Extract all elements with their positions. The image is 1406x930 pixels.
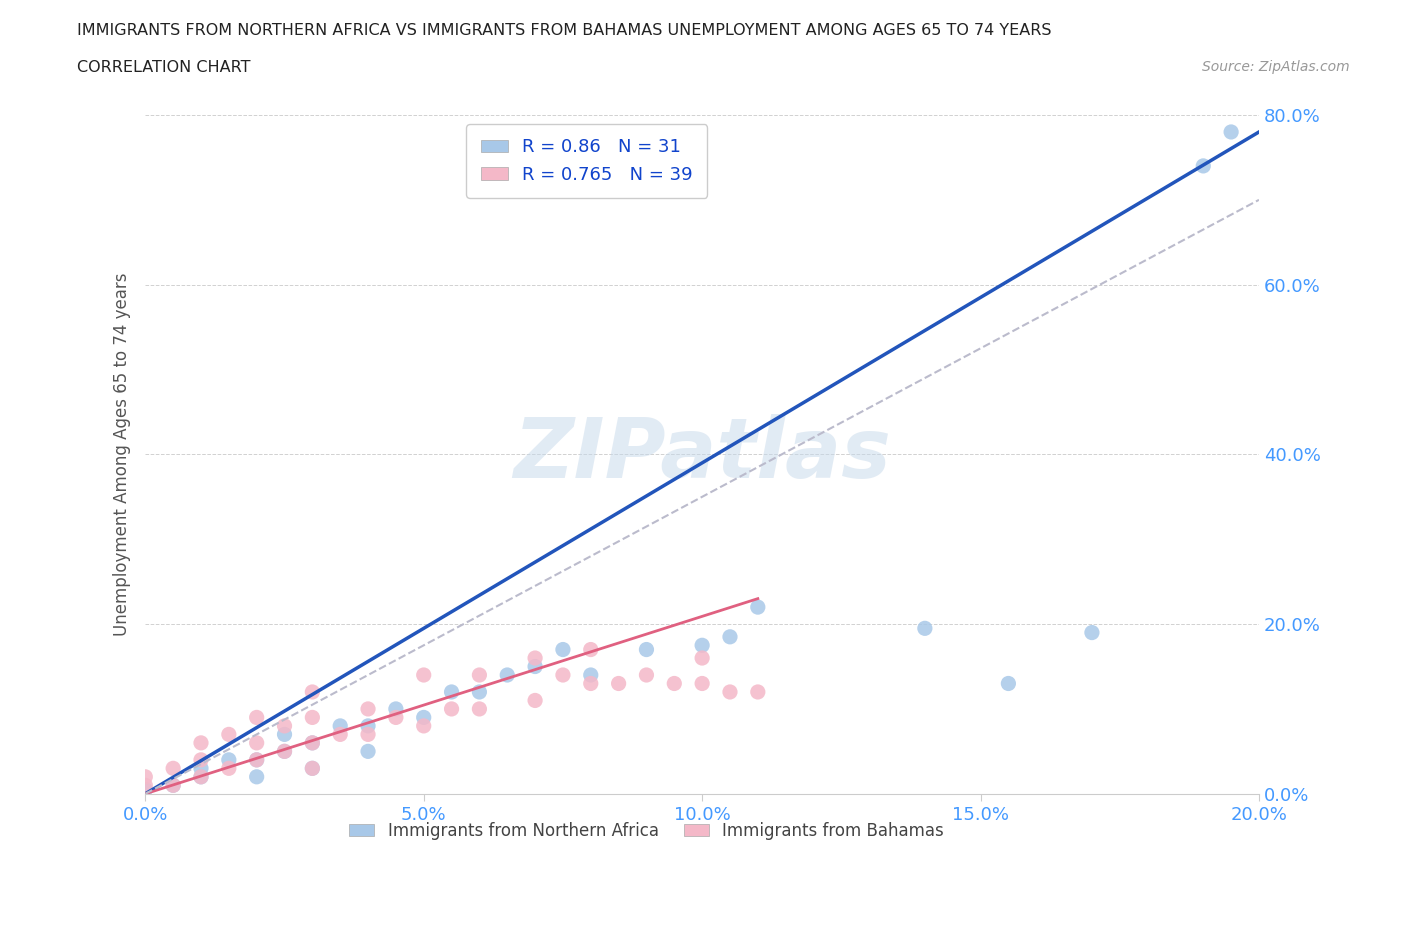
Point	[301, 736, 323, 751]
Point	[301, 684, 323, 699]
Point	[385, 710, 408, 724]
Point	[385, 701, 408, 716]
Point	[636, 668, 658, 683]
Point	[1220, 125, 1243, 140]
Point	[162, 777, 184, 792]
Point	[440, 701, 463, 716]
Point	[246, 736, 269, 751]
Point	[579, 676, 602, 691]
Point	[301, 761, 323, 776]
Point	[1081, 625, 1104, 640]
Point	[246, 769, 269, 784]
Point	[301, 761, 323, 776]
Point	[636, 642, 658, 657]
Point	[246, 752, 269, 767]
Point	[551, 642, 574, 657]
Legend: Immigrants from Northern Africa, Immigrants from Bahamas: Immigrants from Northern Africa, Immigra…	[343, 816, 950, 846]
Point	[524, 693, 547, 708]
Point	[357, 719, 380, 734]
Point	[218, 752, 240, 767]
Point	[357, 744, 380, 759]
Point	[301, 710, 323, 724]
Point	[162, 777, 184, 792]
Point	[747, 684, 769, 699]
Point	[579, 642, 602, 657]
Point	[357, 727, 380, 742]
Text: ZIPatlas: ZIPatlas	[513, 414, 891, 495]
Point	[607, 676, 630, 691]
Text: IMMIGRANTS FROM NORTHERN AFRICA VS IMMIGRANTS FROM BAHAMAS UNEMPLOYMENT AMONG AG: IMMIGRANTS FROM NORTHERN AFRICA VS IMMIG…	[77, 23, 1052, 38]
Point	[412, 668, 434, 683]
Point	[134, 777, 156, 792]
Point	[524, 659, 547, 674]
Point	[190, 769, 212, 784]
Point	[914, 621, 936, 636]
Point	[218, 727, 240, 742]
Text: Source: ZipAtlas.com: Source: ZipAtlas.com	[1202, 60, 1350, 74]
Point	[718, 630, 741, 644]
Point	[690, 638, 713, 653]
Point	[357, 701, 380, 716]
Point	[524, 651, 547, 666]
Point	[412, 719, 434, 734]
Point	[718, 684, 741, 699]
Point	[1192, 158, 1215, 173]
Point	[190, 736, 212, 751]
Point	[664, 676, 686, 691]
Point	[690, 651, 713, 666]
Point	[162, 761, 184, 776]
Point	[579, 668, 602, 683]
Point	[246, 752, 269, 767]
Point	[551, 668, 574, 683]
Y-axis label: Unemployment Among Ages 65 to 74 years: Unemployment Among Ages 65 to 74 years	[114, 272, 131, 636]
Point	[134, 769, 156, 784]
Point	[997, 676, 1019, 691]
Point	[273, 727, 295, 742]
Point	[190, 761, 212, 776]
Point	[747, 600, 769, 615]
Point	[440, 684, 463, 699]
Point	[468, 668, 491, 683]
Point	[218, 761, 240, 776]
Point	[273, 744, 295, 759]
Point	[190, 752, 212, 767]
Point	[468, 684, 491, 699]
Point	[134, 782, 156, 797]
Point	[468, 701, 491, 716]
Point	[496, 668, 519, 683]
Point	[412, 710, 434, 724]
Point	[690, 676, 713, 691]
Point	[329, 727, 352, 742]
Text: CORRELATION CHART: CORRELATION CHART	[77, 60, 250, 75]
Point	[273, 719, 295, 734]
Point	[273, 744, 295, 759]
Point	[190, 769, 212, 784]
Point	[329, 719, 352, 734]
Point	[301, 736, 323, 751]
Point	[246, 710, 269, 724]
